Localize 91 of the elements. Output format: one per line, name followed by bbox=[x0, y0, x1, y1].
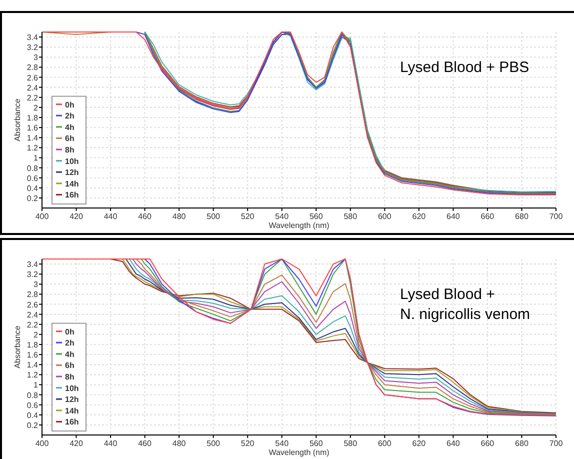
x-tick-label: 640 bbox=[446, 439, 460, 448]
y-tick-label: 2.4 bbox=[26, 83, 39, 92]
y-tick-label: 1.6 bbox=[26, 350, 39, 360]
x-tick-label: 520 bbox=[240, 212, 255, 221]
x-tick-label: 600 bbox=[378, 439, 392, 448]
y-tick-label: 1.8 bbox=[26, 340, 39, 350]
y-tick-label: 0.4 bbox=[26, 410, 39, 420]
y-tick-label: 1 bbox=[34, 380, 39, 390]
x-tick-label: 440 bbox=[104, 212, 118, 221]
y-tick-label: 3.4 bbox=[26, 260, 39, 270]
legend-label: 16h bbox=[65, 190, 79, 200]
y-tick-label: 0.4 bbox=[26, 184, 39, 193]
y-tick-label: 2.2 bbox=[26, 320, 39, 330]
y-tick-label: 3.4 bbox=[26, 33, 39, 42]
legend-label: 8h bbox=[65, 372, 74, 382]
x-tick-label: 400 bbox=[35, 212, 50, 221]
y-tick-label: 0.8 bbox=[26, 164, 39, 173]
x-tick-label: 700 bbox=[549, 212, 564, 221]
legend-label: 2h bbox=[65, 338, 74, 348]
x-tick-label: 660 bbox=[480, 212, 495, 221]
x-tick-label: 660 bbox=[480, 439, 495, 448]
x-axis-title: Wavelength (nm) bbox=[268, 448, 330, 457]
y-tick-label: 1.2 bbox=[26, 144, 39, 153]
legend-label: 12h bbox=[65, 395, 79, 404]
x-tick-label: 480 bbox=[172, 212, 186, 221]
legend-label: 10h bbox=[65, 156, 79, 166]
y-tick-label: 0.2 bbox=[26, 420, 39, 430]
x-tick-label: 580 bbox=[344, 439, 358, 448]
x-tick-label: 700 bbox=[549, 439, 564, 448]
legend-label: 0h bbox=[65, 327, 74, 336]
x-tick-label: 520 bbox=[240, 439, 255, 448]
x-tick-label: 500 bbox=[206, 439, 221, 448]
y-tick-label: 3 bbox=[34, 53, 39, 62]
x-tick-label: 600 bbox=[378, 212, 392, 221]
x-tick-label: 540 bbox=[275, 212, 290, 221]
legend-label: 12h bbox=[65, 168, 79, 178]
legend-label: 0h bbox=[65, 100, 74, 110]
x-tick-label: 420 bbox=[70, 212, 84, 221]
legend-label: 16h bbox=[65, 418, 79, 427]
x-tick-label: 620 bbox=[412, 439, 426, 448]
legend-label: 14h bbox=[65, 179, 79, 188]
legend-label: 14h bbox=[65, 406, 79, 416]
legend-label: 4h bbox=[65, 122, 74, 132]
y-tick-label: 0.6 bbox=[26, 174, 39, 183]
y-tick-label: 1 bbox=[34, 154, 39, 163]
x-tick-label: 460 bbox=[138, 439, 152, 448]
y-tick-label: 2.8 bbox=[26, 290, 39, 300]
y-tick-label: 1.6 bbox=[26, 124, 39, 133]
text: N. nigricollis venom bbox=[400, 306, 530, 323]
x-tick-label: 580 bbox=[344, 212, 358, 221]
x-tick-label: 500 bbox=[206, 212, 221, 221]
legend-label: 6h bbox=[65, 134, 74, 144]
y-tick-label: 1.4 bbox=[26, 360, 39, 370]
text: Lysed Blood + bbox=[400, 286, 496, 303]
x-tick-label: 440 bbox=[104, 439, 118, 448]
x-tick-label: 640 bbox=[446, 212, 460, 221]
x-tick-label: 400 bbox=[35, 439, 50, 448]
x-tick-label: 560 bbox=[309, 212, 324, 221]
x-tick-label: 460 bbox=[138, 212, 152, 221]
y-tick-label: 2.2 bbox=[26, 93, 39, 102]
y-tick-label: 3.2 bbox=[26, 43, 39, 52]
legend-label: 6h bbox=[65, 361, 74, 370]
y-tick-label: 2.6 bbox=[26, 73, 39, 82]
y-tick-label: 0.6 bbox=[26, 400, 39, 410]
y-tick-label: 1.4 bbox=[26, 134, 39, 143]
legend-label: 4h bbox=[65, 350, 74, 359]
y-tick-label: 3.2 bbox=[26, 270, 39, 280]
x-axis-title: Wavelength (nm) bbox=[268, 221, 330, 230]
y-tick-label: 2 bbox=[34, 330, 39, 340]
x-tick-label: 480 bbox=[172, 439, 186, 448]
y-tick-label: 1.8 bbox=[26, 113, 39, 122]
x-tick-label: 620 bbox=[412, 212, 426, 221]
y-tick-label: 2 bbox=[34, 103, 39, 112]
x-tick-label: 540 bbox=[275, 439, 290, 448]
y-tick-label: 2.8 bbox=[26, 63, 39, 72]
x-tick-label: 420 bbox=[70, 439, 84, 448]
x-tick-label: 560 bbox=[309, 439, 324, 448]
y-tick-label: 2.6 bbox=[26, 300, 39, 310]
y-tick-label: 0.2 bbox=[26, 194, 39, 203]
text: Lysed Blood + PBS bbox=[400, 59, 530, 76]
y-tick-label: 2.4 bbox=[26, 310, 39, 320]
y-tick-label: 3 bbox=[34, 280, 39, 290]
legend-label: 10h bbox=[65, 384, 79, 393]
y-axis-title: Absorbance bbox=[13, 98, 22, 142]
legend-label: 8h bbox=[65, 146, 74, 154]
legend-label: 2h bbox=[65, 112, 74, 121]
y-tick-label: 0.8 bbox=[26, 390, 39, 400]
x-tick-label: 680 bbox=[515, 212, 529, 221]
y-tick-label: 1.2 bbox=[26, 370, 39, 380]
y-axis-title: Absorbance bbox=[13, 325, 22, 368]
x-tick-label: 680 bbox=[515, 439, 529, 448]
